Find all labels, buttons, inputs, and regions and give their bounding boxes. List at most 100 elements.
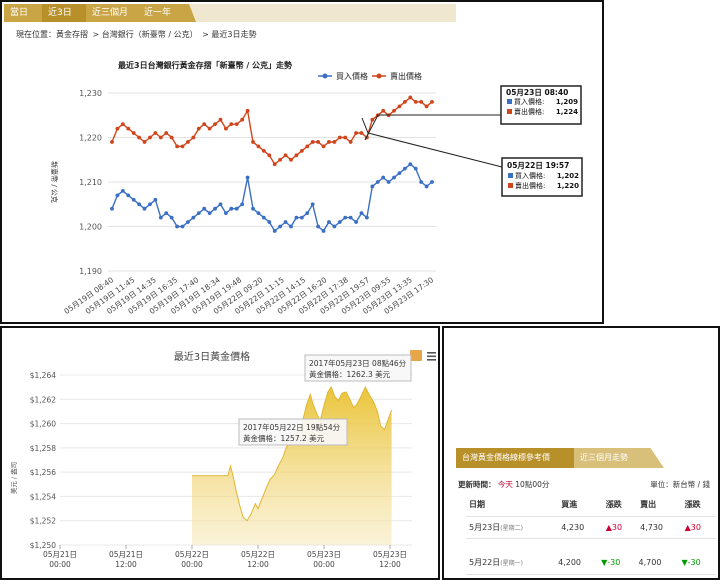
tooltip-0522: 2017年05月22日 19點54分 黃金價格：1257.2 美元 — [238, 418, 348, 446]
x-tick-label: 05月21日 — [43, 550, 77, 559]
buy-price-point — [256, 211, 261, 216]
reference-price-panel: 台灣黃金價格線標參考價 近三個月走勢 更新時間： 今天 10點00分 單位：新台… — [442, 326, 720, 580]
export-icon[interactable] — [410, 350, 422, 361]
sell-price-point — [413, 100, 418, 104]
chart-title: 最近3日黃金價格 — [174, 350, 250, 363]
breadcrumb-item: 最近3日走勢 — [211, 30, 257, 39]
buy-price-point — [408, 162, 413, 167]
tooltip-sell-label: 賣出價格: — [515, 181, 545, 190]
sell-price-point — [402, 100, 407, 104]
buy-price-point — [153, 197, 158, 202]
tab-three-month-trend[interactable]: 近三個月走勢 — [574, 448, 664, 468]
row-date: 5月22日 — [469, 558, 501, 568]
buy-price-point — [413, 166, 418, 171]
price-table-2: 5月22日(星期一) 4,200 ▼-30 4,700 ▼-30 — [466, 552, 716, 575]
tab-3months[interactable]: 近三個月 — [86, 4, 146, 22]
buy-price-point — [310, 202, 315, 207]
sell-price-point — [251, 140, 255, 144]
buy-price-point — [365, 215, 369, 220]
gold-area — [192, 387, 392, 545]
sell-price-point — [392, 108, 396, 113]
row-buy: 4,230 — [558, 516, 603, 539]
buy-price-point — [261, 215, 266, 220]
tooltip-time: 2017年05月23日 08點46分 — [309, 358, 407, 368]
sell-price-point — [316, 140, 321, 144]
tooltip-time: 2017年05月22日 19點54分 — [243, 422, 341, 432]
buy-price-point — [137, 202, 142, 207]
sell-price-point — [283, 153, 288, 158]
buy-price-point — [175, 224, 179, 229]
x-tick-label: 05月23日 — [373, 550, 407, 559]
gold-line — [192, 385, 393, 522]
x-tick-label: 00:00 — [313, 560, 335, 569]
row-sell-change: ▼-30 — [678, 552, 716, 575]
buy-price-point — [402, 166, 407, 171]
sell-price-point — [213, 122, 217, 127]
buy-price-point — [267, 220, 272, 224]
twd-line-chart: 最近3日台灣銀行黃金存摺「新臺幣 / 公克」走勢 買入價格 賣出價格 新臺幣 /… — [50, 60, 583, 316]
buy-price-point — [120, 189, 125, 193]
col-buy: 買進 — [558, 494, 603, 517]
breadcrumb-item[interactable]: 台灣銀行（新臺幣 / 公克） — [101, 30, 198, 39]
sell-price-point — [110, 140, 114, 144]
buy-price-point — [131, 197, 136, 202]
buy-price-point — [251, 206, 255, 211]
tab-today[interactable]: 當日 — [4, 4, 50, 22]
buy-price-point — [110, 206, 114, 211]
tooltip-buy-label: 買入價格: — [514, 97, 544, 106]
sell-price-point — [142, 140, 147, 144]
sell-price-point — [337, 135, 342, 140]
tooltip-price: 黃金價格：1262.3 美元 — [309, 369, 391, 379]
buy-price-point — [332, 224, 337, 229]
buy-price-point — [343, 215, 348, 220]
sell-price-point — [381, 108, 386, 113]
row-sell-change: ▲30 — [681, 516, 716, 539]
buy-price-point — [283, 220, 288, 224]
sell-price-point — [131, 131, 136, 135]
buy-price-point — [245, 175, 250, 180]
row-buy: 4,200 — [555, 552, 599, 575]
legend-sell[interactable]: 賣出價格 — [390, 71, 422, 81]
buy-price-line — [111, 163, 433, 232]
buy-swatch — [507, 99, 512, 104]
usd-chart-panel: 最近3日黃金價格 美元 / 盎司 $1,264 $1,262 $1,260 $1,25… — [0, 326, 440, 580]
buy-price-point — [223, 211, 228, 216]
tooltip-sell-value: 1,224 — [556, 108, 578, 116]
buy-price-point — [240, 202, 245, 207]
sell-price-point — [321, 144, 326, 149]
sell-price-point — [202, 122, 207, 127]
y-tick-label: $1,250 — [30, 541, 56, 550]
sell-price-point — [207, 126, 212, 131]
tooltip-0522: 05月22日 19:57 買入價格: 1,202 賣出價格: 1,220 — [501, 157, 583, 197]
col-sell-change: 漲跌 — [681, 494, 716, 517]
buy-price-point — [158, 215, 163, 220]
x-tick-label: 05月22日 — [175, 550, 209, 559]
row-buy-change: ▲30 — [602, 516, 638, 539]
y-tick-label: $1,260 — [30, 420, 56, 429]
y-tick-label: $1,262 — [30, 395, 56, 404]
sell-price-point — [419, 100, 424, 104]
menu-icon[interactable] — [427, 352, 436, 361]
tooltip-date: 05月22日 19:57 — [507, 161, 569, 170]
buy-price-point — [272, 229, 277, 233]
sell-price-point — [343, 135, 348, 140]
y-tick-label: $1,264 — [30, 371, 56, 380]
legend-buy[interactable]: 買入價格 — [336, 71, 368, 81]
tooltip-sell-value: 1,220 — [557, 182, 579, 190]
row-buy-change: ▼-30 — [598, 552, 636, 575]
buy-price-point — [359, 211, 364, 216]
tab-reference-price[interactable]: 台灣黃金價格線標參考價 — [456, 448, 574, 468]
sell-price-point — [430, 100, 434, 104]
sell-price-point — [370, 117, 375, 122]
sell-price-point — [327, 140, 331, 144]
sell-price-point — [397, 104, 402, 109]
tab-1year[interactable]: 近一年 — [138, 4, 196, 22]
y-axis-ticks: $1,264 $1,262 $1,260 $1,258 $1,256 $1,254 $1,2… — [30, 371, 56, 550]
table-row: 5月23日(星期二) 4,230 ▲30 4,730 ▲30 — [466, 516, 716, 539]
sell-price-point — [294, 153, 299, 158]
tooltip-buy-value: 1,202 — [557, 172, 579, 180]
sell-price-point — [332, 140, 337, 144]
breadcrumb-item[interactable]: 現在位置：黃金存摺 — [16, 30, 88, 39]
tab-3days[interactable]: 近3日 — [42, 4, 92, 22]
buy-price-point — [348, 215, 353, 220]
